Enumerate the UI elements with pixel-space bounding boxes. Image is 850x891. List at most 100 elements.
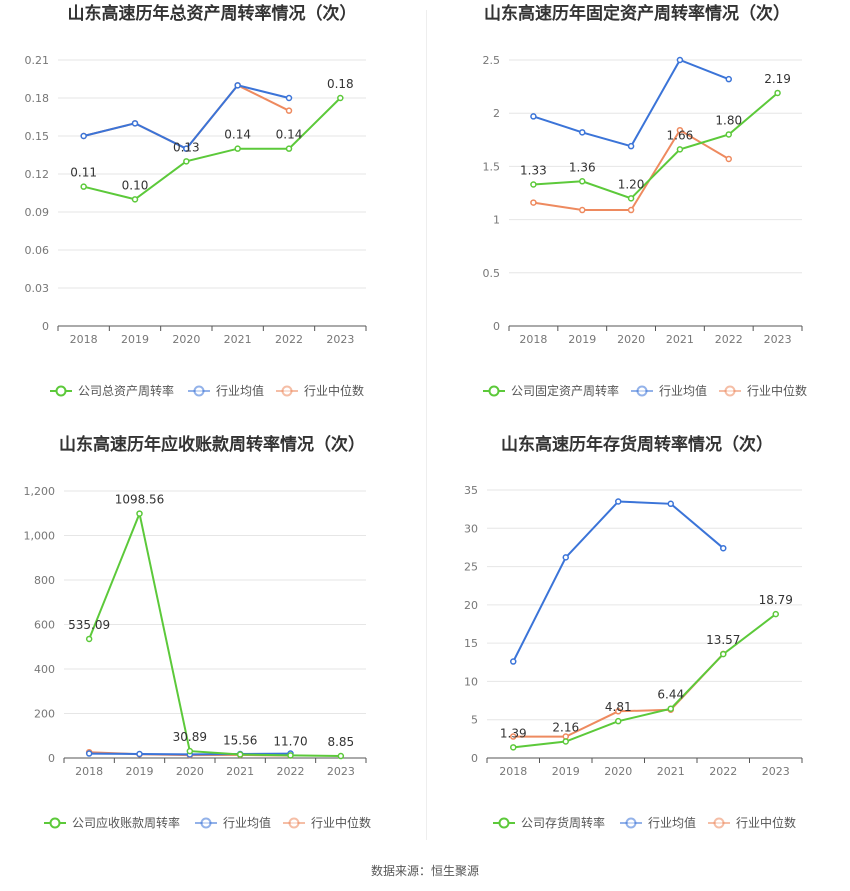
legend-label: 行业均值 (216, 383, 264, 398)
y-tick-label: 0.12 (25, 168, 50, 181)
legend-label: 行业中位数 (747, 383, 807, 398)
legend-marker (281, 385, 293, 397)
data-point (337, 752, 345, 760)
legend-label: 行业中位数 (736, 815, 796, 830)
legend-item: 行业中位数 (719, 383, 807, 398)
data-point (772, 610, 779, 618)
legend-item: 公司总资产周转率 (50, 383, 174, 398)
legend-item: 行业均值 (620, 815, 696, 830)
y-tick-label: 15 (464, 637, 478, 650)
x-tick-label: 2022 (275, 333, 303, 346)
data-point (530, 199, 537, 206)
legend-item: 行业中位数 (708, 815, 796, 830)
legend-marker (625, 817, 637, 829)
y-tick-label: 0.06 (25, 244, 50, 257)
data-label: 6.44 (657, 688, 684, 702)
chart-svg: 山东高速历年总资产周转率情况（次） 0 0.03 0.06 0.09 0.12 0.15 0.… (25, 3, 367, 398)
x-tick-label: 2022 (709, 765, 737, 778)
x-tick-label: 2021 (666, 333, 694, 346)
legend-marker (200, 817, 212, 829)
x-tick-label: 2018 (499, 765, 527, 778)
data-point (562, 554, 569, 561)
data-point (579, 206, 586, 214)
data-point (285, 107, 293, 114)
series-line-1 (512, 500, 724, 662)
x-tick-label: 2023 (326, 333, 354, 346)
legend-item: 行业均值 (631, 383, 707, 398)
x-tick-label: 2019 (121, 333, 149, 346)
data-point (725, 131, 732, 138)
chart-title: 山东高速历年应收账款周转率情况（次） (59, 434, 365, 455)
data-point (615, 708, 622, 715)
data-point (720, 650, 727, 658)
chart-svg: 山东高速历年存货周转率情况（次） 0 5 10 15 20 25 30 35 2018 2019 20… (464, 434, 803, 830)
data-label: 0.14 (224, 128, 251, 142)
legend-label: 行业中位数 (311, 815, 371, 830)
y-tick-label: 0 (48, 752, 55, 765)
x-tick-label: 2023 (762, 765, 790, 778)
data-point (579, 178, 586, 185)
y-tick-label: 1,000 (24, 530, 56, 543)
legend-item: 行业中位数 (276, 383, 364, 398)
data-point (676, 126, 684, 134)
chart-svg: 山东高速历年固定资产周转率情况（次） 0 0.5 1 1.5 2 2.5 2018 2019 20… (483, 3, 808, 398)
series-line-0 (533, 92, 779, 200)
data-point (562, 738, 569, 745)
x-tick-label: 2021 (226, 765, 254, 778)
data-point (85, 635, 93, 643)
y-tick-label: 0.09 (25, 206, 50, 219)
series-line-1 (533, 58, 730, 148)
data-point (676, 146, 684, 153)
data-point (667, 500, 674, 508)
data-point (615, 498, 622, 505)
data-label: 535.09 (68, 618, 110, 632)
y-tick-label: 2.5 (483, 54, 501, 67)
legend-item: 行业均值 (195, 815, 271, 830)
data-label: 11.70 (273, 734, 307, 748)
data-point (183, 145, 190, 152)
data-point (725, 155, 732, 163)
legend-item: 公司应收账款周转率 (44, 815, 180, 830)
data-point (234, 145, 241, 152)
data-point (510, 744, 517, 751)
y-tick-label: 1.5 (483, 160, 501, 173)
x-tick-label: 2023 (764, 333, 792, 346)
data-label: 1098.56 (115, 493, 165, 507)
data-label: 0.13 (173, 140, 200, 154)
data-point (131, 120, 139, 127)
data-point (615, 717, 622, 725)
y-tick-label: 5 (471, 714, 478, 727)
y-tick-label: 35 (464, 484, 478, 497)
legend-item: 公司固定资产周转率 (483, 383, 619, 398)
y-tick-label: 2 (493, 107, 500, 120)
data-label: 1.36 (569, 160, 596, 174)
data-point (720, 544, 727, 552)
data-point (667, 705, 674, 712)
data-point (510, 658, 517, 665)
chart-title: 山东高速历年存货周转率情况（次） (501, 434, 773, 455)
data-label: 0.14 (276, 128, 303, 142)
data-point (627, 195, 635, 202)
y-tick-label: 1,200 (24, 485, 56, 498)
data-label: 8.85 (327, 735, 354, 749)
y-tick-label: 800 (34, 574, 55, 587)
data-label: 1.80 (715, 113, 742, 127)
y-tick-label: 0.18 (25, 92, 50, 105)
legend-item: 公司存货周转率 (493, 815, 605, 830)
data-point (85, 750, 93, 757)
data-label: 30.89 (173, 730, 207, 744)
data-label: 0.11 (70, 166, 97, 180)
data-point (579, 129, 586, 136)
x-tick-label: 2022 (277, 765, 305, 778)
x-tick-label: 2018 (75, 765, 103, 778)
y-tick-label: 0 (42, 320, 49, 333)
x-tick-label: 2018 (519, 333, 547, 346)
y-tick-label: 0.21 (25, 54, 50, 67)
legend-item: 行业中位数 (283, 815, 371, 830)
panel-divider (426, 10, 427, 840)
x-tick-label: 2019 (126, 765, 154, 778)
x-tick-label: 2020 (617, 333, 645, 346)
legend-label: 行业中位数 (304, 383, 364, 398)
chart-title: 山东高速历年固定资产周转率情况（次） (484, 3, 790, 24)
data-label: 1.20 (618, 177, 645, 191)
